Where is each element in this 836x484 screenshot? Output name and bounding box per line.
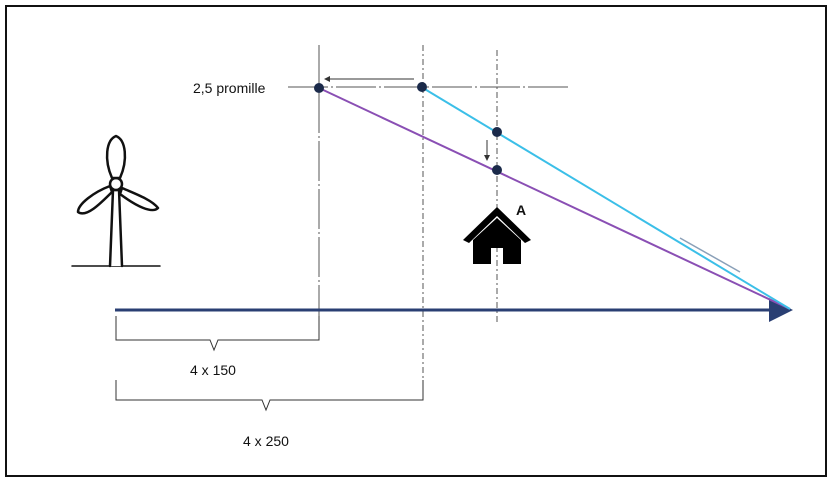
dot-level-150 bbox=[314, 83, 324, 93]
brace-150 bbox=[115, 316, 320, 352]
brace-250 bbox=[115, 380, 424, 412]
dot-house-purple bbox=[492, 165, 502, 175]
distance-short-label: 4 x 150 bbox=[190, 362, 236, 378]
house-label: A bbox=[516, 202, 526, 218]
cyan-slope-accent bbox=[679, 237, 741, 273]
house-icon bbox=[463, 207, 531, 264]
wind-turbine-icon bbox=[71, 134, 161, 268]
diagram-frame bbox=[5, 5, 827, 477]
dot-house-cyan bbox=[492, 127, 502, 137]
distance-long-label: 4 x 250 bbox=[243, 433, 289, 449]
purple-slope-line bbox=[318, 87, 791, 310]
cyan-slope-line bbox=[422, 87, 791, 310]
promille-label: 2,5 promille bbox=[193, 80, 266, 96]
dot-level-250 bbox=[417, 82, 427, 92]
